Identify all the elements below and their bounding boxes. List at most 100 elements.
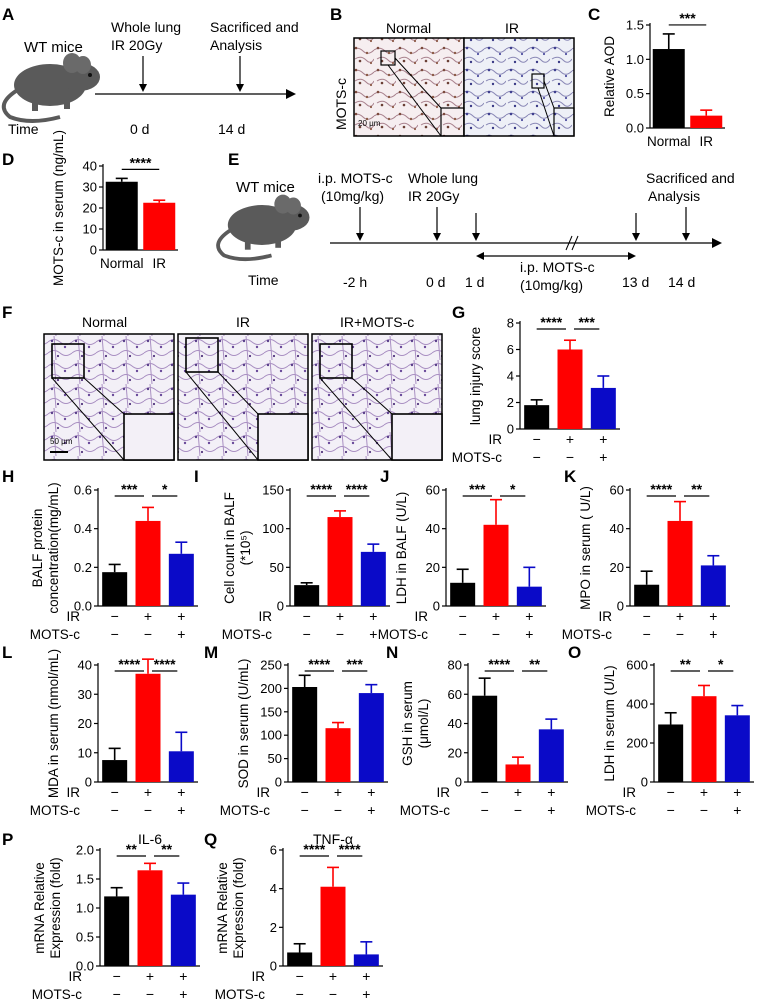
mots-sign: −	[514, 802, 522, 818]
bar	[590, 387, 616, 429]
significance-stars: **	[126, 841, 137, 857]
bar	[353, 954, 379, 966]
y-tick-label: 0.0	[76, 959, 94, 974]
y-tick-label: 0	[617, 599, 624, 614]
ir-row-label: IR	[489, 432, 503, 447]
ir-sign: +	[362, 968, 370, 984]
ir-sign: +	[492, 608, 500, 624]
bar	[652, 49, 685, 128]
ir-sign: +	[733, 784, 741, 800]
y-tick-label: 250	[260, 658, 282, 673]
y-tick-label: 1.5	[76, 872, 94, 887]
mots-sign: −	[303, 626, 311, 642]
ir-sign: −	[301, 784, 309, 800]
y-axis-label: mRNA Relative	[32, 862, 47, 954]
panel-i-letter: I	[194, 467, 199, 486]
y-tick-label: 50	[270, 560, 284, 575]
mots-row-label: MOTS-c	[562, 627, 612, 642]
ir-sign: +	[336, 608, 344, 624]
panel-e-ev3-line2: Analysis	[648, 188, 700, 204]
significance-stars: ****	[650, 481, 672, 497]
y-axis-label: Cell count in BALF	[222, 492, 237, 604]
mots-row-label: MOTS-c	[378, 627, 428, 642]
significance-stars: ***	[121, 481, 138, 497]
ir-sign: −	[296, 968, 304, 984]
bar	[634, 584, 660, 606]
mouse-icon-e	[216, 192, 312, 262]
panel-f: F Normal IR IR+MOTS-c 50 μm	[2, 303, 443, 461]
chart-panel-letters: C D G H I J K L M N O P Q	[2, 5, 600, 849]
y-tick-label: 20	[78, 716, 92, 731]
ir-sign: +	[177, 608, 185, 624]
ir-sign: −	[667, 784, 675, 800]
micrograph-normal	[353, 37, 465, 137]
significance-stars: **	[691, 481, 702, 497]
y-tick-label: 60	[426, 483, 440, 498]
y-axis-label: MDA in serum (nmol/mL)	[46, 649, 61, 798]
y-axis-label: concentration(mg/mL)	[46, 482, 61, 613]
y-tick-label: 150	[260, 704, 282, 719]
ir-sign: −	[303, 608, 311, 624]
mots-sign: −	[111, 626, 119, 642]
significance-stars: *	[510, 481, 516, 497]
y-tick-label: 20	[610, 560, 624, 575]
y-tick-label: 1.0	[76, 901, 94, 916]
ir-sign: +	[179, 968, 187, 984]
panel-e: E WT mice Time i.p. MOTS-c (10mg/kg) Who…	[216, 150, 735, 293]
significance-stars: ****	[303, 841, 325, 857]
bar	[538, 729, 564, 782]
y-tick-label: 40	[83, 159, 97, 174]
y-axis-label: MPO in serum ( U/L)	[578, 486, 593, 610]
significance-stars: ***	[346, 656, 363, 672]
panel-e-ev2-line2: IR 20Gy	[408, 188, 459, 204]
y-tick-label: 0	[275, 775, 282, 790]
ir-sign: +	[146, 968, 154, 984]
chart-title: IL-6	[138, 831, 162, 847]
panel-a-ev1-line1: Whole lung	[111, 19, 181, 35]
y-axis-label: (*10⁵)	[238, 531, 253, 566]
mots-sign: −	[144, 802, 152, 818]
significance-stars: ***	[469, 481, 486, 497]
y-tick-label: 100	[262, 521, 284, 536]
chart-title: TNF-α	[313, 831, 353, 847]
y-tick-label: 0	[507, 422, 514, 437]
chart-i: 0 50 100 150 Cell count in BALF (*10⁵) **** ***…	[222, 481, 390, 642]
panel-e-ev1-line2: (10mg/kg)	[321, 188, 384, 204]
panel-f-letter: F	[2, 303, 12, 322]
panel-p-letter: P	[2, 830, 13, 849]
mots-sign: −	[667, 802, 675, 818]
y-tick-label: 0	[90, 243, 97, 258]
y-axis-label: Expression (fold)	[48, 857, 63, 958]
mots-sign: −	[146, 986, 154, 1002]
y-tick-label: 0.4	[74, 521, 92, 536]
mots-row-label: MOTS-c	[32, 987, 82, 1002]
ir-sign: −	[481, 784, 489, 800]
bar	[450, 582, 476, 606]
y-tick-label: 0.2	[74, 560, 92, 575]
y-tick-label: 200	[626, 736, 648, 751]
y-axis-label: BALF protein	[30, 509, 45, 588]
panel-a-ev1-line2: IR 20Gy	[111, 37, 162, 53]
ir-sign: +	[676, 608, 684, 624]
y-tick-label: 2.0	[76, 843, 94, 858]
panel-n-letter: N	[386, 643, 398, 662]
chart-c: 0.0 0.5 1.0 1.5 Relative AOD *** Normal IR	[602, 10, 725, 149]
y-tick-label: 600	[626, 658, 648, 673]
ir-row-label: IR	[69, 969, 83, 984]
mots-sign: +	[599, 449, 607, 465]
bar	[358, 693, 384, 782]
mots-sign: +	[367, 802, 375, 818]
y-tick-label: 40	[448, 716, 462, 731]
ir-sign: −	[643, 608, 651, 624]
mots-sign: −	[492, 626, 500, 642]
ir-row-label: IR	[623, 785, 637, 800]
panel-a-time-label: Time	[8, 121, 39, 137]
ir-sign: −	[533, 431, 541, 447]
chart-p: 0.0 0.5 1.0 1.5 2.0 mRNA Relative Expression (…	[32, 831, 200, 1002]
